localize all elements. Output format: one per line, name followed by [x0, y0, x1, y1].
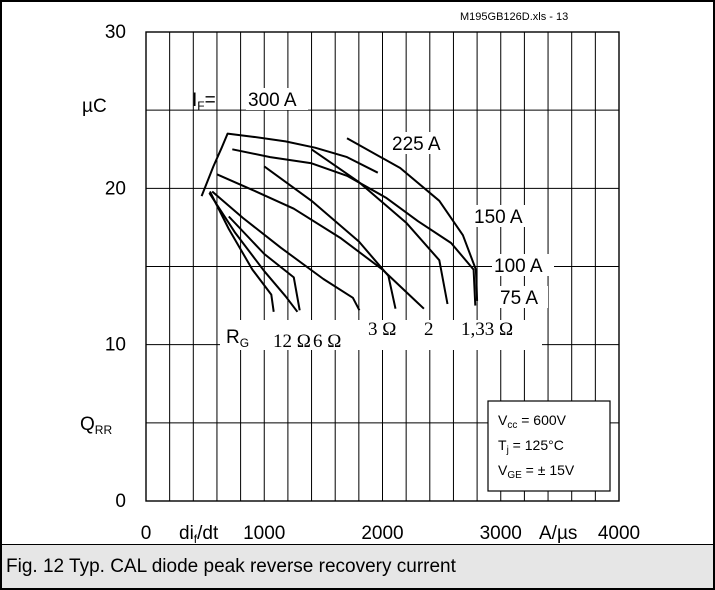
svg-text:Tj = 125°C: Tj = 125°C — [498, 437, 564, 456]
label-300a: 300 A — [246, 88, 308, 111]
x-tick-label: 4000 — [598, 523, 640, 544]
series-group — [200, 132, 479, 313]
series-line-if-225a — [232, 148, 477, 306]
svg-text:75 A: 75 A — [500, 288, 538, 309]
rg-12-label: 12 Ω — [273, 331, 311, 352]
svg-text:VGE = ± 15V: VGE = ± 15V — [498, 462, 575, 481]
svg-text:300 A: 300 A — [248, 90, 297, 111]
rg-2-label: 2 — [424, 319, 434, 340]
x-tick-label: 0 — [141, 523, 152, 544]
caption-bar: Fig. 12 Typ. CAL diode peak reverse reco… — [2, 544, 713, 588]
y-axis-label: QRR — [80, 414, 112, 437]
svg-text:225 A: 225 A — [392, 134, 441, 155]
source-ref: M195GB126D.xls - 13 — [460, 11, 568, 23]
rg-curve-12 — [209, 191, 275, 312]
rg-133-label: 1,33 Ω — [461, 319, 513, 340]
rg-3-label: 3 Ω — [368, 319, 396, 340]
rg-curve-2 — [310, 148, 449, 305]
conditions-box: Vcc = 600V Tj = 125°C VGE = ± 15V — [487, 400, 611, 492]
label-75a: 75 A — [498, 286, 548, 309]
series-line-if-300a — [200, 132, 379, 197]
rg-curve-3 — [263, 165, 397, 309]
x-axis-label: dif/dt — [179, 523, 219, 544]
axes: 0 10 20 30 0 1000 2000 3000 4000 — [105, 22, 640, 544]
y-tick-label: 20 — [105, 178, 126, 199]
y-tick-label: 10 — [105, 335, 126, 356]
rg-curve-6 — [228, 215, 301, 311]
label-100a: 100 A — [492, 254, 554, 277]
x-tick-label: 2000 — [361, 523, 403, 544]
rg-label: RG — [226, 327, 249, 350]
svg-text:Vcc = 600V: Vcc = 600V — [498, 412, 567, 431]
if-prefix: IF= — [192, 90, 216, 113]
plot-frame — [145, 31, 620, 502]
y-tick-label: 0 — [115, 491, 126, 512]
label-150a: 150 A — [472, 205, 534, 228]
svg-text:150 A: 150 A — [474, 207, 523, 228]
x-tick-label: 3000 — [480, 523, 522, 544]
figure-caption: Fig. 12 Typ. CAL diode peak reverse reco… — [6, 556, 456, 577]
rg-6-label: 6 Ω — [313, 331, 341, 352]
label-225a: 225 A — [390, 132, 452, 155]
y-unit-label: µC — [82, 96, 107, 117]
svg-text:100 A: 100 A — [494, 256, 543, 277]
series-line-if-75a — [208, 192, 299, 313]
rg-labels: RG 12 Ω 6 Ω 3 Ω 2 1,33 Ω — [220, 319, 542, 352]
rg-curve-133 — [346, 137, 479, 301]
x-unit-label: A/µs — [539, 523, 577, 544]
series-line-if-150a — [216, 173, 425, 310]
y-tick-label: 30 — [105, 22, 126, 43]
series-line-if-100a — [211, 190, 361, 311]
chart: 0 10 20 30 0 1000 2000 3000 4000 M195GB126D.xls … — [80, 11, 640, 544]
x-tick-label: 1000 — [243, 523, 285, 544]
